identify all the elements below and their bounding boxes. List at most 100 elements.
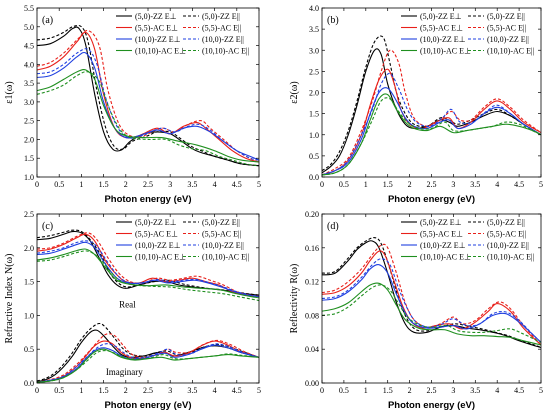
legend-label: (5,0)-ZZ E⊥ (135, 218, 177, 227)
legend-label: (5,5)-AC E|| (202, 24, 241, 33)
x-axis-label: Photon energy (eV) (388, 194, 475, 205)
panel-3: 0 0.5 1 1.5 2 2.5 3 3.5 4 4.5 5 0.0 0.5 1.0 1.5 2.0 2.5 P… (4, 210, 261, 411)
series-group (37, 24, 259, 167)
legend-label: (5,0)-ZZ E|| (487, 12, 525, 21)
x-tick-label: 4 (213, 180, 217, 189)
x-tick-label: 1.5 (383, 180, 393, 189)
x-tick-label: 0.5 (54, 386, 64, 395)
legend-label: (10,10)-AC E⊥ (420, 47, 471, 56)
y-tick-label: 0.5 (24, 345, 34, 354)
y-tick-label: 3.5 (24, 79, 34, 88)
legend-label: (10,0)-ZZ E|| (202, 241, 244, 250)
plot-frame (36, 7, 260, 178)
y-tick-label: 2.0 (309, 89, 319, 98)
x-axis-label: Photon energy (eV) (104, 194, 191, 205)
x-tick-label: 3 (168, 386, 172, 395)
series-group (322, 237, 541, 349)
series-line-8 (37, 71, 259, 167)
x-tick-label: 4.5 (232, 180, 242, 189)
x-tick-label: 1 (79, 180, 83, 189)
legend-label: (5,0)-ZZ E|| (202, 12, 240, 21)
x-tick-label: 5 (539, 180, 543, 189)
legend-label: (5,0)-ZZ E|| (202, 218, 240, 227)
x-tick-label: 5 (257, 386, 261, 395)
x-tick-label: 0 (35, 386, 39, 395)
x-tick-label: 1.5 (99, 386, 109, 395)
series-line-6 (37, 240, 259, 298)
y-tick-label: 0.12 (305, 278, 319, 287)
legend-label: (10,10)-AC E|| (487, 253, 534, 262)
series-line-4 (322, 243, 541, 346)
series-group (37, 229, 259, 383)
y-tick-label: 2.0 (24, 244, 34, 253)
x-tick-label: 2.5 (143, 180, 153, 189)
plot-frame (321, 213, 542, 384)
y-tick-label: 0.0 (24, 379, 34, 388)
series-line-14 (37, 343, 259, 383)
x-tick-label: 1.5 (99, 180, 109, 189)
x-tick-label: 3 (451, 180, 455, 189)
series-line-7 (322, 282, 541, 346)
y-tick-label: 1.5 (24, 154, 34, 163)
legend-label: (10,10)-AC E|| (202, 47, 249, 56)
y-tick-label: 1.5 (309, 110, 319, 119)
series-line-6 (322, 258, 541, 343)
x-tick-label: 3.5 (187, 386, 197, 395)
x-tick-label: 4.5 (514, 180, 524, 189)
x-tick-label: 0.5 (54, 180, 64, 189)
legend: (5,0)-ZZ E⊥ (5,0)-ZZ E|| (5,5)-AC E⊥ (5,5)-… (401, 218, 534, 262)
y-tick-label: 1.0 (309, 131, 319, 140)
series-line-1 (322, 240, 541, 349)
series-line-2 (37, 229, 259, 296)
legend-label: (5,0)-ZZ E⊥ (135, 12, 177, 21)
legend-label: (10,10)-AC E⊥ (420, 253, 471, 262)
series-line-7 (37, 68, 259, 163)
y-tick-label: 2.5 (24, 210, 34, 219)
series-line-2 (322, 237, 541, 349)
legend-label: (5,5)-AC E⊥ (135, 230, 178, 239)
x-tick-label: 4.5 (514, 386, 524, 395)
panel-label: (a) (42, 15, 53, 26)
x-tick-label: 4 (495, 180, 499, 189)
legend: (5,0)-ZZ E⊥ (5,0)-ZZ E|| (5,5)-AC E⊥ (5,5)-… (116, 218, 249, 262)
x-tick-label: 2 (124, 180, 128, 189)
legend-label: (10,0)-ZZ E⊥ (420, 241, 466, 250)
series-line-4 (37, 29, 259, 161)
legend: (5,0)-ZZ E⊥ (5,0)-ZZ E|| (5,5)-AC E⊥ (5,5)-… (401, 12, 534, 56)
x-tick-label: 2 (408, 180, 412, 189)
series-line-5 (322, 87, 541, 176)
x-tick-label: 0 (320, 386, 324, 395)
series-line-8 (37, 250, 259, 302)
y-axis-label: ε2(ω) (289, 81, 300, 103)
y-tick-label: 0.20 (305, 210, 319, 219)
legend-label: (10,0)-ZZ E⊥ (420, 35, 466, 44)
y-tick-label: 5.0 (24, 23, 34, 32)
y-tick-label: 4.0 (24, 60, 34, 69)
y-tick-label: 3.0 (309, 46, 319, 55)
legend-label: (10,0)-ZZ E|| (487, 241, 529, 250)
series-line-2 (322, 35, 541, 172)
series-line-5 (322, 264, 541, 343)
y-axis-label: ε1(ω) (4, 81, 15, 103)
series-line-3 (322, 250, 541, 346)
legend-label: (10,0)-ZZ E|| (202, 35, 244, 44)
legend-label: (5,5)-AC E|| (487, 230, 526, 239)
annotation-imaginary: Imaginary (106, 367, 143, 377)
legend-label: (5,5)-AC E⊥ (420, 230, 463, 239)
x-axis-label: Photon energy (eV) (388, 400, 475, 411)
y-tick-label: 0.0 (309, 173, 319, 182)
x-tick-label: 0 (35, 180, 39, 189)
y-tick-label: 0.04 (305, 345, 319, 354)
panel-label: (d) (327, 221, 339, 232)
x-tick-label: 1 (79, 386, 83, 395)
series-line-3 (322, 68, 541, 176)
x-tick-label: 3 (168, 180, 172, 189)
x-tick-label: 5 (539, 386, 543, 395)
y-tick-label: 1.0 (24, 311, 34, 320)
y-tick-label: 3.5 (309, 25, 319, 34)
y-tick-label: 4.0 (309, 4, 319, 13)
x-tick-label: 2.5 (143, 386, 153, 395)
y-tick-label: 0.5 (309, 152, 319, 161)
x-tick-label: 2.5 (427, 386, 437, 395)
